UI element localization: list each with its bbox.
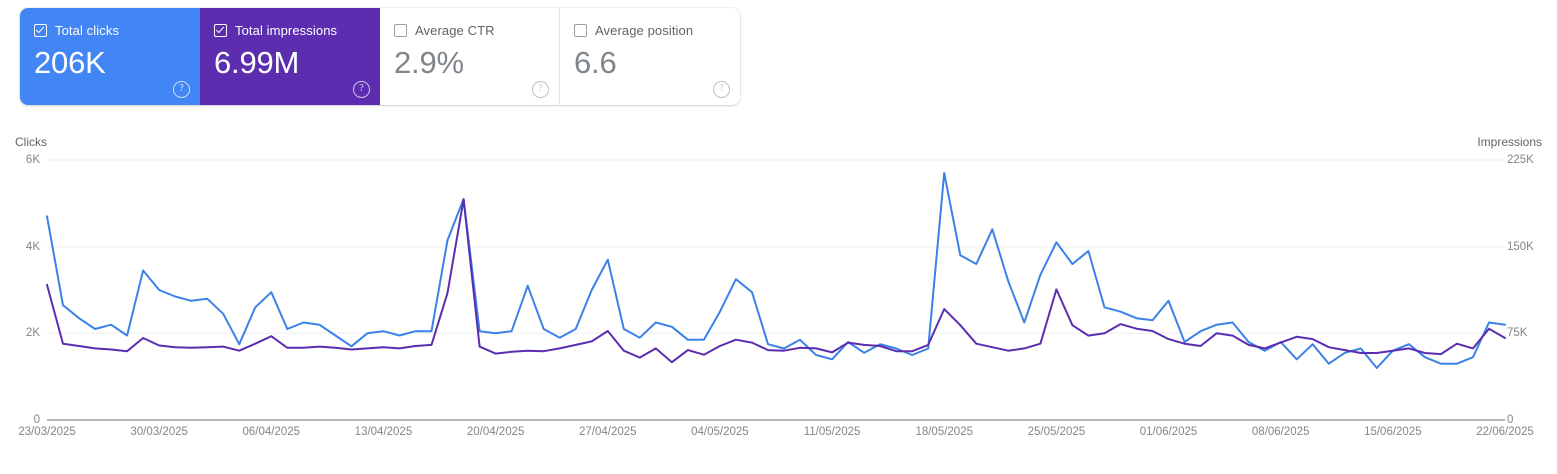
checkbox-total-clicks[interactable]: [34, 23, 47, 37]
left-axis-tick: 6K: [25, 154, 40, 166]
right-axis-tick: 0: [1507, 414, 1514, 426]
metric-value-total-impressions: 6.99M: [214, 45, 300, 80]
metric-cards-group: Total clicks 206K ? Total impressions 6.…: [20, 8, 740, 105]
metric-card-average-position[interactable]: Average position 6.6 ?: [560, 8, 740, 105]
checkbox-average-ctr[interactable]: [394, 23, 407, 37]
chart-series-clicks: [46, 172, 1506, 369]
left-axis-tick: 2K: [25, 327, 40, 340]
metric-value-average-position: 6.6: [574, 45, 617, 80]
x-axis-tick: 27/04/2025: [578, 426, 637, 438]
metric-label-average-ctr: Average CTR: [415, 22, 495, 38]
metric-card-header: Total clicks: [34, 22, 186, 38]
metric-label-average-position: Average position: [595, 22, 694, 38]
right-axis-tick: 150K: [1507, 240, 1534, 253]
metric-card-total-clicks[interactable]: Total clicks 206K ?: [20, 8, 200, 105]
metric-value-average-ctr: 2.9%: [394, 45, 464, 80]
metric-value-total-clicks: 206K: [34, 45, 106, 80]
x-axis-tick: 30/03/2025: [130, 426, 188, 438]
metric-card-header: Average position: [574, 22, 726, 38]
help-icon[interactable]: ?: [353, 81, 370, 98]
help-icon[interactable]: ?: [532, 81, 549, 98]
x-axis-tick: 08/06/2025: [1251, 426, 1310, 438]
left-axis-tick: 4K: [25, 240, 40, 253]
x-axis-tick: 06/04/2025: [242, 426, 301, 438]
checkbox-average-position[interactable]: [574, 23, 587, 37]
right-axis-tick: 225K: [1507, 154, 1534, 166]
right-axis-title: Impressions: [1477, 135, 1542, 149]
x-axis-tick: 20/04/2025: [466, 426, 525, 438]
chart-series-impressions: [46, 198, 1506, 364]
checkbox-total-impressions[interactable]: [214, 23, 227, 37]
x-axis-tick: 18/05/2025: [915, 426, 973, 438]
x-axis-tick: 01/06/2025: [1139, 426, 1198, 438]
x-axis-tick: 04/05/2025: [691, 426, 749, 438]
performance-chart[interactable]: Clicks Impressions 6K 225K 4K 150K 2K 75K 0 0 23…: [0, 115, 1557, 474]
right-axis-tick: 75K: [1507, 327, 1528, 340]
metric-card-header: Total impressions: [214, 22, 366, 38]
x-axis-tick: 25/05/2025: [1027, 426, 1086, 438]
metric-card-total-impressions[interactable]: Total impressions 6.99M ?: [200, 8, 380, 105]
chart-plot-area: [46, 159, 1506, 421]
help-icon[interactable]: ?: [713, 81, 730, 98]
x-axis-tick: 15/06/2025: [1364, 426, 1422, 438]
metric-card-average-ctr[interactable]: Average CTR 2.9% ?: [380, 8, 560, 105]
metric-label-total-impressions: Total impressions: [235, 22, 338, 38]
metric-label-total-clicks: Total clicks: [55, 22, 120, 38]
x-axis-tick: 23/03/2025: [18, 426, 76, 438]
metric-card-header: Average CTR: [394, 22, 545, 38]
left-axis-title: Clicks: [15, 135, 47, 149]
x-axis-tick: 13/04/2025: [354, 426, 413, 438]
x-axis-tick: 11/05/2025: [803, 426, 861, 438]
help-icon[interactable]: ?: [173, 81, 190, 98]
x-axis-tick: 22/06/2025: [1476, 426, 1534, 438]
left-axis-tick: 0: [33, 414, 40, 426]
